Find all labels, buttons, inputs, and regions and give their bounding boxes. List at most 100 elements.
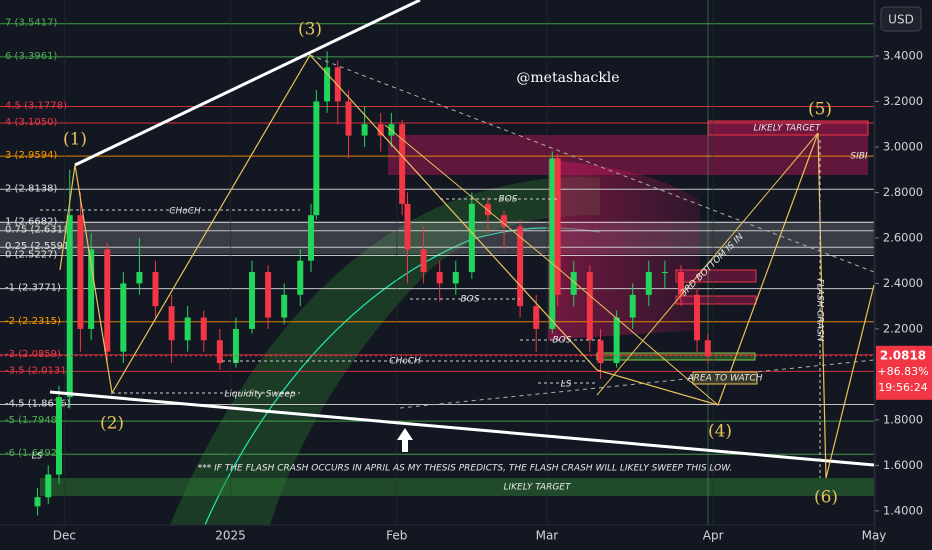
area-zone (596, 352, 756, 361)
flash-crash-label: FLASH CRASH (815, 279, 825, 342)
sibi-label: SIBI (850, 152, 868, 162)
wave-label: (5) (808, 100, 832, 120)
x-tick-label: Apr (703, 529, 724, 543)
ls-label: LS (32, 452, 43, 462)
y-tick-label: 2.6000 (883, 230, 923, 244)
candle-body (694, 294, 701, 341)
area-label: AREA TO WATCH (686, 374, 762, 384)
candle-body (629, 294, 636, 318)
candle-body (484, 203, 491, 216)
y-tick-label: 2.8000 (883, 185, 923, 199)
wave-label: (6) (814, 488, 838, 508)
candle-body (34, 497, 41, 507)
candle-body (200, 317, 207, 341)
candle-body (168, 306, 175, 341)
choch-label: CHoCH (169, 207, 201, 217)
candle-body (452, 272, 459, 284)
candle-body (55, 397, 62, 475)
candle-body (307, 215, 314, 261)
level-label: 1 (2.6682) (5, 216, 57, 227)
currency[interactable]: USD (888, 13, 914, 27)
y-tick-label: 2.2000 (883, 321, 923, 335)
bos-label: BOS (461, 295, 480, 305)
level-label: 0 (2.5227) (5, 250, 57, 261)
watermark: @metashackle (516, 70, 619, 86)
candle-body (549, 158, 556, 329)
level-label: 2 (2.8138) (5, 183, 57, 194)
level-label: -6 (1.6492) (5, 448, 61, 459)
level-label: 3 (2.9594) (5, 150, 57, 161)
wave-path (596, 132, 819, 396)
drawings (40, 0, 875, 479)
y-tick-label: 3.4000 (883, 48, 923, 62)
level-label: -2 (2.2315) (5, 316, 61, 327)
last-price: 2.0818 (880, 348, 926, 362)
level-label: 0.25 (2.5591) (5, 241, 73, 252)
bottom-target-zone (40, 478, 874, 496)
candle-body (468, 203, 475, 273)
candle-body (704, 340, 711, 357)
candle-body (88, 249, 95, 329)
candle-body (66, 215, 73, 398)
candle-body (645, 272, 652, 295)
candle-body (45, 474, 52, 498)
level-label: 0.75 (2.6318) (5, 225, 73, 236)
candle-body (586, 272, 593, 341)
candle-body (136, 272, 143, 284)
currency-button[interactable] (880, 6, 922, 32)
x-tick-label: Mar (536, 529, 559, 543)
candle-body (501, 215, 508, 227)
last-change: +86.83% (877, 365, 928, 378)
candle-body (661, 272, 668, 274)
sweep-label: Liquidity Sweep (224, 390, 296, 400)
choch-label: CHoCH (389, 357, 421, 367)
candle-body (334, 67, 341, 102)
level-label: 4 (3.1050) (5, 117, 57, 128)
candle-body (597, 340, 604, 364)
candle-body (313, 101, 320, 216)
x-tick-label: Feb (386, 529, 407, 543)
trendline (74, 0, 421, 167)
wave-path (384, 124, 719, 406)
y-tick-label: 1.6000 (883, 458, 923, 472)
candle-body (297, 260, 304, 295)
trendline (49, 390, 875, 467)
bos-label: BOS (553, 336, 572, 346)
candle-body (249, 272, 256, 329)
candle-body (399, 124, 406, 204)
wave-label: (2) (100, 414, 124, 434)
level-label: 4.5 (3.1778) (5, 101, 67, 112)
target-label: LIKELY TARGET (753, 124, 822, 134)
green-band (170, 177, 600, 525)
x-tick-label: May (862, 529, 887, 543)
arrow (397, 428, 413, 452)
level-label: -1 (2.3771) (5, 283, 61, 294)
level-label: -4.5 (1.8676) (5, 399, 71, 410)
candle-body (324, 67, 331, 102)
grey-zone (0, 221, 874, 254)
candle-body (77, 215, 84, 329)
target-label: LIKELY TARGET (503, 483, 572, 493)
bos-label: BOS (499, 195, 518, 205)
candle-body (184, 317, 191, 341)
candle-body (404, 203, 411, 250)
candle-body (420, 249, 427, 273)
candle-body (120, 283, 127, 352)
y-tick-label: 1.4000 (883, 503, 923, 517)
x-tick-label: 2025 (215, 529, 246, 543)
level-label: -3.5 (2.0131) (5, 365, 71, 376)
ls-label: LS (561, 380, 572, 390)
y-tick-label: 2.4000 (883, 276, 923, 290)
y-tick-label: 1.8000 (883, 412, 923, 426)
candle-body (436, 272, 443, 284)
candle-body (152, 272, 159, 307)
candle-body (377, 124, 384, 136)
candle-body (677, 272, 684, 295)
candle-body (281, 294, 288, 318)
candles (34, 51, 711, 516)
area-label-box (692, 371, 758, 385)
wave-label: (1) (63, 130, 87, 150)
